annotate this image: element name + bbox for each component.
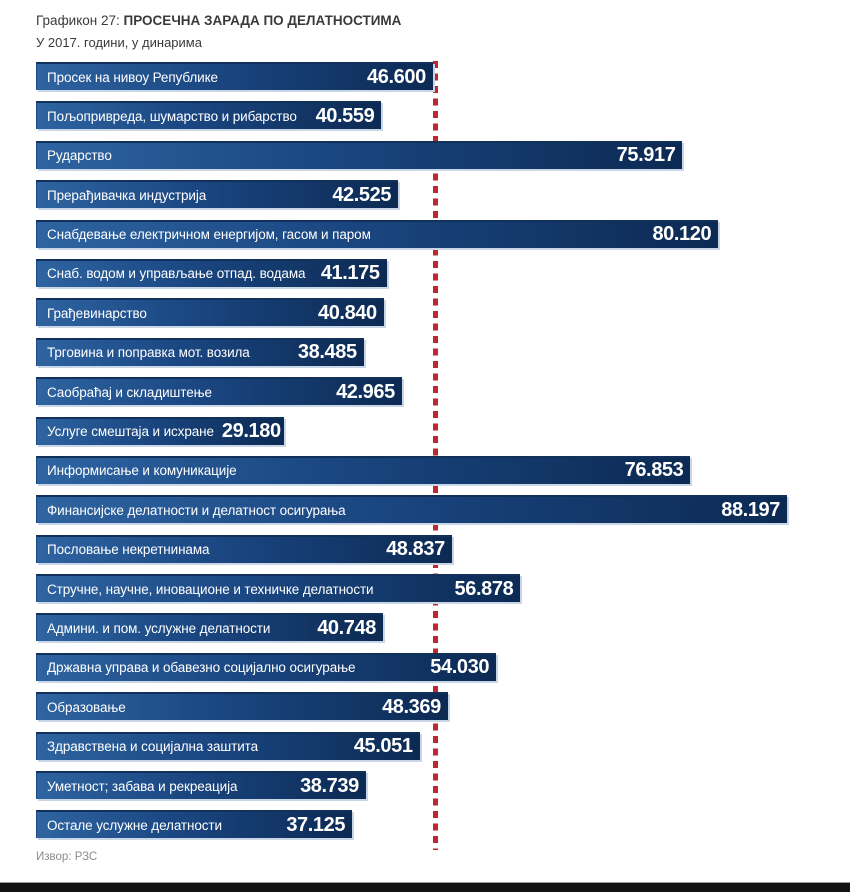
bar-value: 29.180	[221, 420, 281, 443]
bar-row: Просек на нивоу Републике 46.600	[36, 62, 787, 90]
bar: Пољопривреда, шумарство и рибарство 40.5…	[36, 101, 382, 130]
bar-label: Трговина и поправка мот. возила	[47, 345, 250, 361]
bar: Просек на нивоу Републике 46.600	[36, 62, 433, 90]
bar: Трговина и поправка мот. возила 38.485	[36, 337, 364, 366]
bar-label: Снабдевање електричном енергијом, гасом …	[47, 227, 371, 243]
bar-label: Админи. и пом. услужне делатности	[47, 620, 271, 636]
bar-value: 54.030	[430, 656, 490, 679]
chart-header: Графикон 27: ПРОСЕЧНА ЗАРАДА ПО ДЕЛАТНОС…	[36, 13, 401, 28]
bar-label: Финансијске делатности и делатност осигу…	[47, 502, 346, 518]
bar: Државна управа и обавезно социјално осиг…	[36, 652, 497, 681]
bar-value: 38.485	[297, 341, 357, 364]
bar: Пословање некретнинама 48.837	[36, 534, 452, 563]
bar: Стручне, научне, иновационе и техничке д…	[36, 574, 521, 603]
bar-value: 46.600	[367, 65, 426, 88]
bar-row: Прерађивачка индустрија 42.525	[36, 180, 787, 209]
bar-row: Пољопривреда, шумарство и рибарство 40.5…	[36, 101, 787, 130]
bar-value: 48.369	[382, 695, 441, 718]
bar-row: Снабдевање електричном енергијом, гасом …	[36, 219, 787, 248]
bar-row: Остале услужне делатности 37.125	[36, 810, 787, 839]
bar-label: Уметност; забава и рекреација	[47, 778, 238, 794]
bar: Услуге смештаја и исхране 29.180	[36, 416, 285, 445]
bar: Снаб. водом и управљање отпад. водама 41…	[36, 258, 387, 287]
bar-row: Услуге смештаја и исхране 29.180	[36, 416, 787, 445]
bar-row: Рударство 75.917	[36, 140, 787, 169]
bar-label: Пословање некретнинама	[47, 542, 210, 558]
bar-value: 76.853	[624, 459, 684, 482]
bar-row: Пословање некретнинама 48.837	[36, 534, 787, 563]
bar-value: 42.965	[336, 380, 395, 403]
bar: Админи. и пом. услужне делатности 40.748	[36, 613, 383, 642]
bar-label: Рударство	[47, 148, 112, 164]
bar-row: Уметност; забава и рекреација 38.739	[36, 771, 787, 800]
bar-value: 75.917	[616, 144, 676, 167]
bar-label: Остале услужне делатности	[47, 817, 222, 833]
chart-number-label: Графикон 27:	[36, 13, 120, 28]
bar-value: 40.748	[317, 616, 376, 639]
bar-label: Просек на нивоу Републике	[47, 69, 218, 85]
bar: Образовање 48.369	[36, 692, 448, 721]
bar-label: Саобраћај и складиштење	[47, 384, 212, 400]
average-reference-line	[432, 61, 438, 850]
bar-value: 88.197	[721, 498, 780, 521]
bar: Уметност; забава и рекреација 38.739	[36, 771, 366, 800]
bar-label: Грађевинарство	[47, 305, 147, 321]
bar-row: Трговина и поправка мот. возила 38.485	[36, 337, 787, 366]
bar-value: 45.051	[353, 735, 413, 758]
bar: Остале услужне делатности 37.125	[36, 810, 353, 839]
source-note: Извор: РЗС	[36, 851, 98, 863]
bar-value: 42.525	[332, 183, 392, 206]
bar-value: 38.739	[300, 774, 359, 797]
bar-row: Државна управа и обавезно социјално осиг…	[36, 652, 787, 681]
bar-value: 40.559	[315, 104, 375, 127]
bar-value: 41.175	[320, 262, 380, 285]
chart-title: ПРОСЕЧНА ЗАРАДА ПО ДЕЛАТНОСТИМА	[123, 13, 402, 28]
bar: Грађевинарство 40.840	[36, 298, 384, 327]
bar-label: Услуге смештаја и исхране	[47, 424, 214, 440]
bar-label: Образовање	[47, 699, 126, 715]
bar-label: Пољопривреда, шумарство и рибарство	[47, 108, 297, 124]
bar-row: Финансијске делатности и делатност осигу…	[36, 495, 787, 524]
bar: Снабдевање електричном енергијом, гасом …	[36, 219, 719, 248]
bar-label: Прерађивачка индустрија	[47, 187, 207, 203]
bar: Рударство 75.917	[36, 140, 683, 169]
bar-group: Просек на нивоу Републике 46.600 Пољопри…	[36, 62, 787, 839]
bar: Информисање и комуникације 76.853	[36, 455, 691, 484]
bar-label: Снаб. водом и управљање отпад. водама	[47, 266, 306, 282]
bar-row: Информисање и комуникације 76.853	[36, 455, 787, 484]
bar-value: 37.125	[286, 813, 346, 836]
bar-label: Стручне, научне, иновационе и техничке д…	[47, 581, 374, 597]
bar: Прерађивачка индустрија 42.525	[36, 180, 399, 209]
bar-value: 56.878	[454, 577, 514, 600]
bottom-border-strip	[0, 882, 850, 892]
bar-row: Здравствена и социјална заштита 45.051	[36, 731, 787, 760]
bar-value: 40.840	[317, 301, 377, 324]
bar-row: Админи. и пом. услужне делатности 40.748	[36, 613, 787, 642]
bar-row: Стручне, научне, иновационе и техничке д…	[36, 574, 787, 603]
bar-label: Информисање и комуникације	[47, 463, 237, 479]
bar: Здравствена и социјална заштита 45.051	[36, 731, 420, 760]
bar-label: Државна управа и обавезно социјално осиг…	[47, 660, 356, 676]
bar: Саобраћај и складиштење 42.965	[36, 377, 402, 406]
bar-chart: Просек на нивоу Републике 46.600 Пољопри…	[36, 61, 787, 850]
bar-row: Снаб. водом и управљање отпад. водама 41…	[36, 258, 787, 287]
bar-value: 80.120	[652, 223, 712, 246]
bar-row: Саобраћај и складиштење 42.965	[36, 377, 787, 406]
bar: Финансијске делатности и делатност осигу…	[36, 495, 787, 524]
bar-row: Грађевинарство 40.840	[36, 298, 787, 327]
bar-row: Образовање 48.369	[36, 692, 787, 721]
bar-value: 48.837	[386, 538, 445, 561]
bar-label: Здравствена и социјална заштита	[47, 739, 259, 755]
chart-subtitle: У 2017. години, у динарима	[36, 35, 202, 50]
